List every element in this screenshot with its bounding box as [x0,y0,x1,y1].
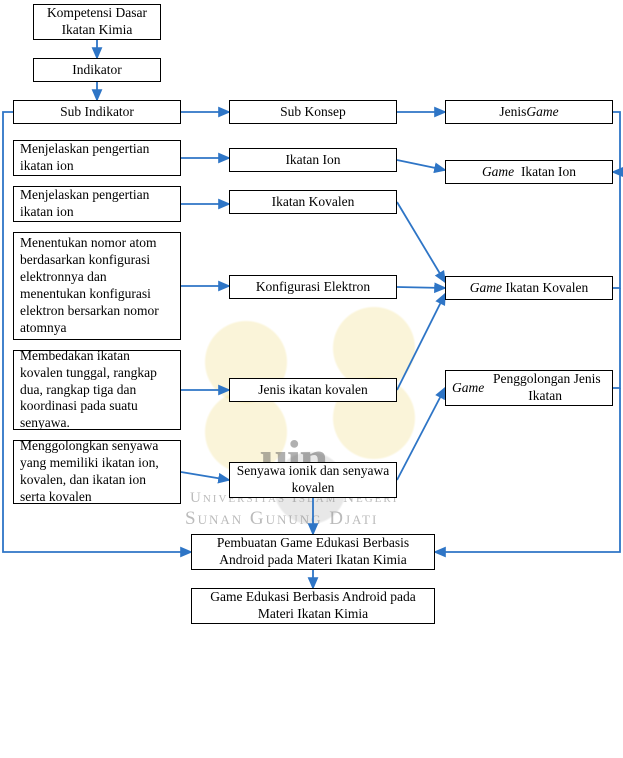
box-jenis-game: Jenis Game [445,100,613,124]
box-sk4: Jenis ikatan kovalen [229,378,397,402]
box-sk5: Senyawa ionik dan senyawa kovalen [229,462,397,498]
box-sub-konsep: Sub Konsep [229,100,397,124]
box-si2: Menjelaskan pengertian ikatan ion [13,186,181,222]
box-si4: Membedakan ikatan kovalen tunggal, rangk… [13,350,181,430]
watermark-line2: Sunan Gunung Djati [185,508,378,530]
box-si5: Menggolongkan senyawa yang memiliki ikat… [13,440,181,504]
box-bottom2: Game Edukasi Berbasis Android pada Mater… [191,588,435,624]
box-sk1: Ikatan Ion [229,148,397,172]
box-jg3: Game Penggolongan Jenis Ikatan [445,370,613,406]
box-bottom1: Pembuatan Game Edukasi Berbasis Android … [191,534,435,570]
box-jg2: Game Ikatan Kovalen [445,276,613,300]
box-sk3: Konfigurasi Elektron [229,275,397,299]
box-sk2: Ikatan Kovalen [229,190,397,214]
box-indikator: Indikator [33,58,161,82]
box-sub-indikator: Sub Indikator [13,100,181,124]
box-si1: Menjelaskan pengertian ikatan ion [13,140,181,176]
box-jg1: Game Ikatan Ion [445,160,613,184]
box-kompetensi: Kompetensi Dasar Ikatan Kimia [33,4,161,40]
box-si3: Menentukan nomor atom berdasarkan konfig… [13,232,181,340]
